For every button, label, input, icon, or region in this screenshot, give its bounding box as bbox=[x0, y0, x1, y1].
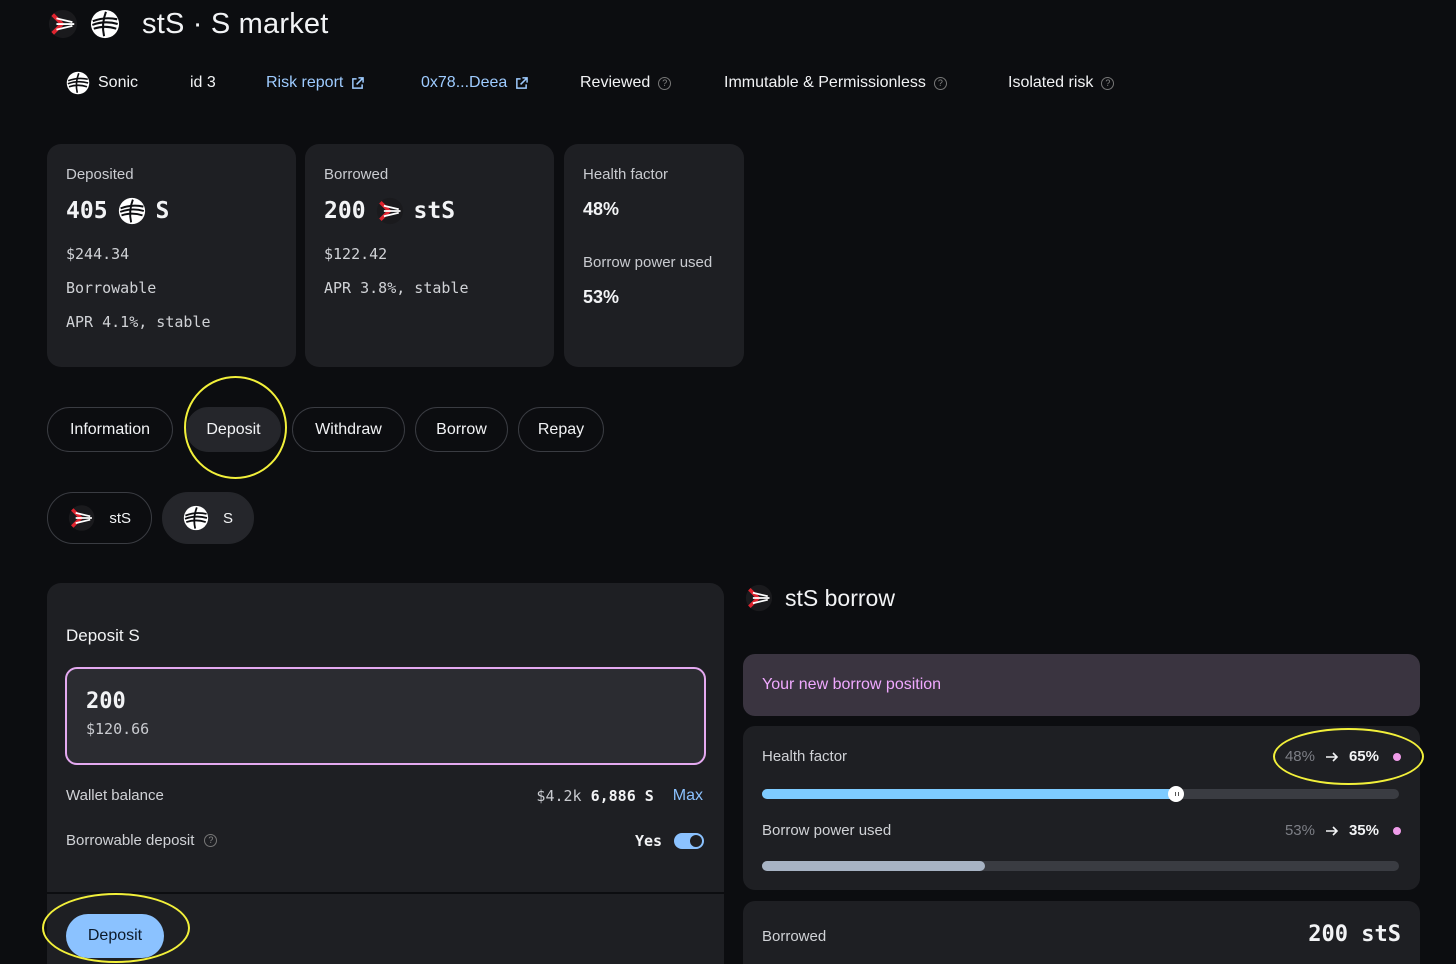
borrowed-summary-label: Borrowed bbox=[762, 928, 827, 945]
health-factor-label: Health factor bbox=[762, 748, 848, 765]
deposited-card: Deposited 405 S $244.34 Borrowable APR 4… bbox=[47, 144, 296, 367]
address-link[interactable]: 0x78...Deea bbox=[421, 74, 529, 92]
wallet-amount: 6,886 bbox=[590, 787, 636, 805]
asset-s-label: S bbox=[222, 509, 233, 527]
sts-token-icon bbox=[376, 197, 404, 225]
status-dot bbox=[1393, 826, 1401, 835]
borrowed-summary-value: 200 stS bbox=[1308, 922, 1401, 947]
borrow-power-fill bbox=[762, 861, 985, 871]
help-icon: ? bbox=[1101, 76, 1115, 90]
borrowable-deposit-value: Yes bbox=[635, 832, 663, 850]
health-slider-handle[interactable] bbox=[1168, 786, 1185, 802]
wallet-usd: $4.2k bbox=[536, 787, 582, 805]
page-title: stS · S market bbox=[142, 7, 329, 40]
borrow-power-value: 53% bbox=[583, 287, 620, 307]
borrowed-value: 200 bbox=[324, 198, 366, 224]
borrowed-label: Borrowed bbox=[324, 166, 389, 183]
sts-token-icon bbox=[48, 9, 78, 39]
network-badge: Sonic bbox=[66, 71, 138, 95]
borrowable-toggle-row: Yes bbox=[635, 832, 705, 850]
borrowed-amount: 200 stS bbox=[324, 197, 535, 225]
risk-report-label: Risk report bbox=[266, 74, 344, 91]
new-position-banner: Your new borrow position bbox=[743, 654, 1420, 716]
deposited-token: S bbox=[155, 198, 170, 224]
s-token-icon bbox=[90, 9, 120, 39]
help-icon: ? bbox=[658, 76, 672, 90]
wallet-balance: $4.2k 6,886 S Max bbox=[536, 787, 703, 805]
borrowed-apr: APR 3.8%, stable bbox=[324, 279, 469, 297]
borrow-section-header: stS borrow bbox=[745, 584, 895, 612]
tab-borrow[interactable]: Borrow bbox=[415, 407, 508, 452]
help-icon: ? bbox=[204, 834, 218, 847]
borrowed-summary-card: Borrowed 200 stS bbox=[743, 901, 1420, 964]
market-id: id 3 bbox=[190, 74, 216, 91]
sonic-icon bbox=[66, 71, 90, 95]
borrow-power-bar bbox=[762, 861, 1399, 871]
deposit-title: Deposit S bbox=[66, 626, 140, 645]
borrowable-toggle[interactable] bbox=[674, 833, 705, 849]
page-header: stS · S market bbox=[48, 6, 329, 42]
isolated-badge[interactable]: Isolated risk ? bbox=[1008, 74, 1115, 92]
s-token-icon bbox=[183, 503, 209, 533]
network-label: Sonic bbox=[98, 74, 139, 91]
deposited-amount: 405 S bbox=[66, 197, 277, 225]
external-link-icon bbox=[516, 76, 529, 89]
max-button[interactable]: Max bbox=[672, 787, 703, 804]
tab-withdraw[interactable]: Withdraw bbox=[292, 407, 405, 452]
deposited-value: 405 bbox=[66, 198, 108, 224]
health-label: Health factor bbox=[583, 166, 669, 183]
asset-sts-label: stS bbox=[109, 509, 131, 527]
borrowable-deposit-label: Borrowable deposit bbox=[66, 832, 195, 849]
borrowable-deposit-row: Borrowable deposit ? bbox=[66, 832, 218, 849]
immutable-label: Immutable & Permissionless bbox=[724, 74, 926, 91]
risk-report-link[interactable]: Risk report bbox=[266, 74, 365, 92]
external-link-icon bbox=[352, 76, 365, 89]
slider-grip-icon bbox=[1175, 792, 1180, 796]
wallet-token: S bbox=[644, 787, 654, 805]
highlight-circle bbox=[1273, 728, 1424, 785]
borrowed-card: Borrowed 200 stS $122.42 APR 3.8%, stabl… bbox=[305, 144, 554, 367]
borrow-power-label: Borrow power used bbox=[762, 822, 892, 839]
deposit-amount-value: 200 bbox=[86, 689, 126, 714]
tab-repay[interactable]: Repay bbox=[518, 407, 604, 452]
borrow-power-label: Borrow power used bbox=[583, 254, 713, 271]
reviewed-badge[interactable]: Reviewed ? bbox=[580, 74, 672, 92]
borrowed-usd: $122.42 bbox=[324, 245, 388, 263]
health-value: 48% bbox=[583, 199, 620, 219]
power-new-value: 35% bbox=[1348, 822, 1379, 839]
help-icon: ? bbox=[933, 76, 947, 90]
borrowed-token: stS bbox=[413, 198, 456, 224]
s-token-icon bbox=[118, 197, 146, 225]
reviewed-label: Reviewed bbox=[580, 74, 651, 91]
deposit-amount-input[interactable]: 200 $120.66 bbox=[65, 667, 706, 765]
health-factor-bar bbox=[762, 789, 1399, 799]
tab-information[interactable]: Information bbox=[47, 407, 173, 452]
immutable-badge[interactable]: Immutable & Permissionless ? bbox=[724, 74, 947, 92]
borrow-power-change: 53% 35% bbox=[1285, 822, 1401, 839]
wallet-balance-label: Wallet balance bbox=[66, 787, 164, 804]
health-factor-fill bbox=[762, 789, 1177, 799]
highlight-circle bbox=[42, 893, 190, 963]
deposited-usd: $244.34 bbox=[66, 245, 130, 263]
asset-s-button[interactable]: S bbox=[162, 492, 254, 544]
sts-token-icon bbox=[745, 584, 773, 612]
asset-sts-button[interactable]: stS bbox=[47, 492, 152, 544]
sts-token-icon bbox=[68, 504, 95, 532]
deposited-apr: APR 4.1%, stable bbox=[66, 313, 211, 331]
deposited-borrowable: Borrowable bbox=[66, 279, 157, 297]
health-card: Health factor 48% Borrow power used 53% bbox=[564, 144, 744, 367]
deposit-amount-usd: $120.66 bbox=[86, 720, 150, 738]
panel-divider bbox=[47, 892, 724, 894]
borrow-section-title: stS borrow bbox=[785, 584, 895, 611]
highlight-circle bbox=[184, 376, 287, 479]
isolated-label: Isolated risk bbox=[1008, 74, 1094, 91]
market-meta-bar: Sonic id 3 Risk report 0x78...Deea Revie… bbox=[66, 70, 1166, 96]
arrow-right-icon bbox=[1325, 825, 1339, 836]
address-label: 0x78...Deea bbox=[421, 74, 508, 91]
deposited-label: Deposited bbox=[66, 166, 134, 183]
power-old-value: 53% bbox=[1284, 822, 1315, 839]
